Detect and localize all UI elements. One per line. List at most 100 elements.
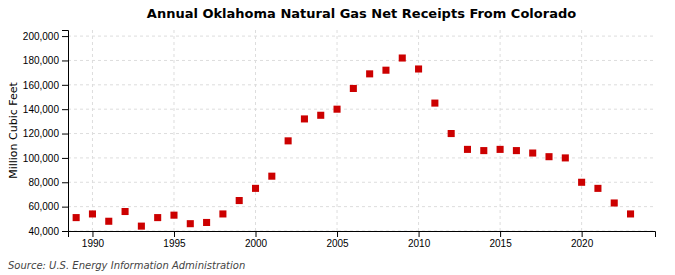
- tick-mark: [419, 231, 420, 237]
- point: [285, 137, 292, 144]
- tick-mark: [62, 60, 68, 61]
- point: [611, 199, 618, 206]
- tick: 100,000: [23, 153, 68, 164]
- point: [480, 147, 487, 154]
- point: [236, 197, 243, 204]
- tick-label: 160,000: [23, 80, 60, 91]
- point: [627, 210, 634, 217]
- point: [203, 219, 210, 226]
- tick-mark: [62, 207, 68, 208]
- tick-mark: [62, 109, 68, 110]
- grid-line: [418, 30, 419, 231]
- point: [170, 212, 177, 219]
- points: [73, 54, 634, 229]
- tick-label: 60,000: [28, 201, 59, 212]
- tick-label: 100,000: [23, 153, 60, 164]
- point: [154, 214, 161, 221]
- point: [545, 153, 552, 160]
- tick-mark: [62, 85, 68, 86]
- tick-label: 1995: [163, 238, 186, 249]
- tick-label: 2000: [245, 238, 268, 249]
- tick-mark: [174, 231, 175, 237]
- tick-mark: [62, 36, 68, 37]
- point: [122, 208, 129, 215]
- tick-mark: [92, 231, 93, 237]
- point: [334, 106, 341, 113]
- point: [105, 218, 112, 225]
- grid: [68, 30, 655, 231]
- tick: 2015: [489, 231, 512, 249]
- tick-mark: [62, 182, 68, 183]
- chart: 1990 1995 2000 2005 2010 2015 2020 40,000 60,000…: [0, 0, 675, 275]
- tick: 2020: [571, 231, 594, 249]
- tick: 1990: [82, 231, 105, 249]
- point: [268, 173, 275, 180]
- grid-line: [68, 109, 655, 110]
- annotation: Source: U.S. Energy Information Administ…: [8, 260, 245, 271]
- tick: 120,000: [23, 128, 68, 139]
- grid-line: [68, 60, 655, 61]
- point: [529, 150, 536, 157]
- tick-mark: [256, 231, 257, 237]
- tick: 2010: [408, 231, 431, 249]
- point: [594, 185, 601, 192]
- point: [562, 154, 569, 161]
- point: [431, 100, 438, 107]
- point: [399, 54, 406, 61]
- tick-label: 200,000: [23, 31, 60, 42]
- tick: 80,000: [28, 177, 68, 188]
- point: [252, 185, 259, 192]
- y-axis: 40,000 60,000 80,000 100,000 120,000 140,000 1…: [23, 31, 69, 237]
- axis-line: [62, 31, 69, 232]
- point: [382, 67, 389, 74]
- tick: 40,000: [28, 226, 68, 237]
- grid-line: [68, 36, 655, 37]
- point: [317, 112, 324, 119]
- tick-label: 140,000: [23, 104, 60, 115]
- grid-line: [68, 206, 655, 207]
- tick: 1995: [163, 231, 186, 249]
- tick-mark: [62, 231, 68, 232]
- tick-mark: [337, 231, 338, 237]
- point: [138, 223, 145, 230]
- x-axis: 1990 1995 2000 2005 2010 2015 2020: [69, 231, 656, 249]
- point: [448, 130, 455, 137]
- tick: 200,000: [23, 31, 68, 42]
- point: [366, 70, 373, 77]
- tick: 160,000: [23, 80, 68, 91]
- tick-mark: [500, 231, 501, 237]
- tick-label: 2010: [408, 238, 431, 249]
- tick: 2005: [326, 231, 349, 249]
- tick-label: 120,000: [23, 128, 60, 139]
- tick-label: 2020: [571, 238, 594, 249]
- tick-label: 2015: [489, 238, 512, 249]
- tick-label: 180,000: [23, 55, 60, 66]
- grid-line: [68, 84, 655, 85]
- y-axis-title: Million Cubic Feet: [7, 81, 20, 178]
- tick: 140,000: [23, 104, 68, 115]
- point: [187, 220, 194, 227]
- point: [73, 214, 80, 221]
- grid-line: [581, 30, 582, 231]
- grid-line: [173, 30, 174, 231]
- point: [415, 65, 422, 72]
- point: [464, 146, 471, 153]
- grid-line: [255, 30, 256, 231]
- point: [578, 179, 585, 186]
- point: [497, 146, 504, 153]
- grid-line: [500, 30, 501, 231]
- tick-label: 1990: [82, 238, 105, 249]
- grid-line: [92, 30, 93, 231]
- title: Annual Oklahoma Natural Gas Net Receipts…: [147, 6, 576, 21]
- tick-label: 2005: [326, 238, 349, 249]
- tick: 2000: [245, 231, 268, 249]
- tick-label: 40,000: [28, 226, 59, 237]
- tick: 60,000: [28, 201, 68, 212]
- grid-line: [337, 30, 338, 231]
- tick-label: 80,000: [28, 177, 59, 188]
- point: [513, 147, 520, 154]
- tick-mark: [62, 134, 68, 135]
- grid-line: [68, 133, 655, 134]
- point: [219, 210, 226, 217]
- tick-mark: [582, 231, 583, 237]
